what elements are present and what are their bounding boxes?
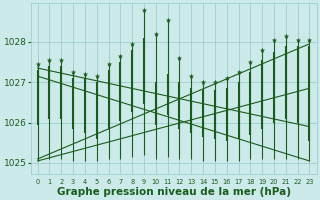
X-axis label: Graphe pression niveau de la mer (hPa): Graphe pression niveau de la mer (hPa)	[57, 187, 291, 197]
